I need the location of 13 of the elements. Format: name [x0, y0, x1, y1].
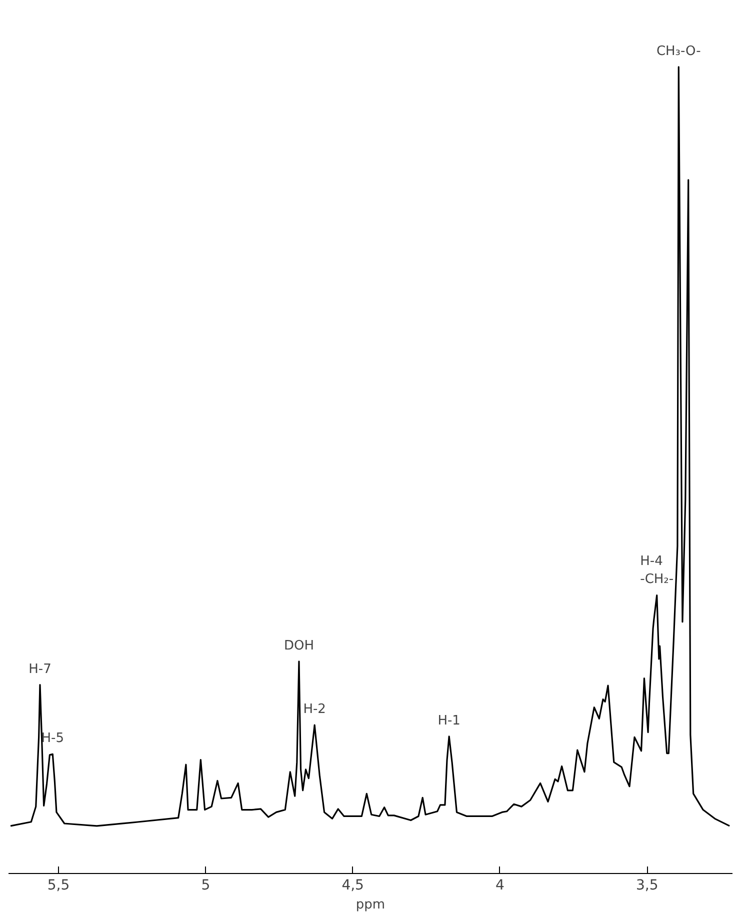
annotation: H-1 [438, 713, 460, 728]
x-tick-label: 5,5 [47, 878, 70, 894]
annotation: H-4 -CH₂- [640, 554, 674, 588]
annotation: H-7 [28, 662, 52, 677]
x-tick-label: 5 [201, 878, 210, 894]
x-axis-title: ppm [356, 898, 386, 912]
annotation: H-5 [41, 731, 64, 746]
annotation: H-2 [303, 702, 326, 718]
x-tick-label: 3,5 [636, 878, 658, 894]
x-tick-label: 4 [496, 878, 505, 894]
x-tick-label: 4,5 [342, 878, 364, 894]
annotation: DOH [284, 638, 314, 654]
annotation: CH₃-O- [656, 44, 702, 59]
